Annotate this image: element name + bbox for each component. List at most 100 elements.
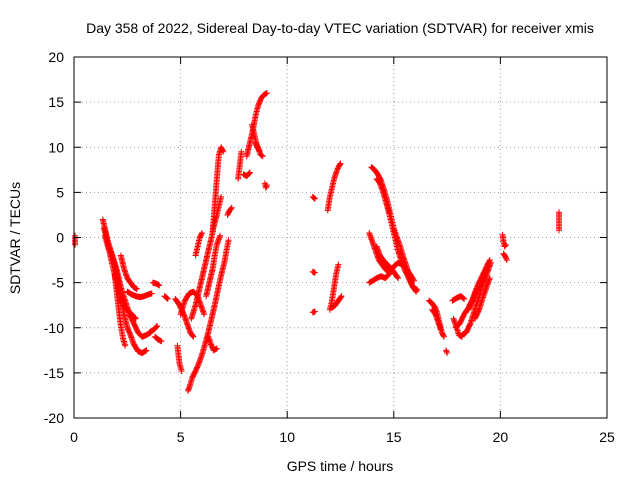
data-point (219, 147, 226, 154)
data-point (255, 146, 262, 153)
data-point (263, 183, 270, 190)
data-point (385, 268, 392, 275)
data-point (132, 315, 139, 322)
data-point (163, 294, 170, 301)
data-point (411, 277, 418, 284)
data-point (487, 259, 494, 266)
data-point (311, 269, 318, 276)
data-point (440, 333, 447, 340)
data-point (336, 161, 343, 168)
data-point (440, 332, 447, 339)
x-tick-label: 15 (386, 429, 402, 445)
data-point (258, 152, 265, 159)
data-point (156, 282, 163, 289)
data-point (198, 229, 205, 236)
data-point (311, 308, 318, 315)
y-tick-label: 20 (48, 49, 64, 65)
data-point (333, 169, 340, 176)
y-tick-label: 5 (56, 184, 64, 200)
x-tick-label: 20 (493, 429, 509, 445)
data-point (461, 295, 468, 302)
data-point (262, 184, 269, 191)
data-point (246, 169, 253, 176)
data-point (256, 147, 263, 154)
data-point (460, 295, 467, 302)
data-point (178, 368, 185, 375)
data-point (164, 295, 171, 302)
data-point (154, 322, 161, 329)
data-point (444, 350, 451, 357)
data-point (189, 332, 196, 339)
x-tick-label: 25 (599, 429, 615, 445)
x-tick-label: 5 (177, 429, 185, 445)
data-point (443, 347, 450, 354)
data-point (217, 232, 224, 239)
data-point (263, 182, 270, 189)
data-point (502, 241, 509, 248)
data-point (148, 290, 155, 297)
data-point (384, 268, 391, 275)
data-point (238, 148, 245, 155)
data-point (245, 170, 252, 177)
data-point (333, 168, 340, 175)
data-point (133, 285, 140, 292)
data-point (225, 237, 232, 244)
data-point (503, 257, 510, 264)
data-point (337, 160, 344, 167)
data-point (479, 275, 486, 282)
data-point (556, 227, 563, 234)
data-point (213, 345, 220, 352)
data-point (153, 323, 160, 330)
data-point (437, 326, 444, 333)
data-point (164, 295, 171, 302)
y-tick-label: -10 (44, 320, 64, 336)
chart-title: Day 358 of 2022, Sidereal Day-to-day VTE… (86, 20, 594, 36)
data-point (198, 231, 205, 238)
data-point (228, 205, 235, 212)
data-point (259, 153, 266, 160)
data-points (72, 90, 563, 394)
data-point (486, 257, 493, 264)
data-point (132, 314, 139, 321)
data-point (310, 194, 317, 201)
data-point (486, 275, 493, 282)
ticks: 0 5 10 15 20 25 20 15 10 5 0 -5 -10 -15 -20 (44, 49, 615, 445)
x-tick-label: 10 (279, 429, 295, 445)
y-tick-label: -15 (44, 365, 64, 381)
x-axis-label: GPS time / hours (287, 458, 394, 474)
data-point (190, 333, 197, 340)
data-point (335, 261, 342, 268)
x-tick-label: 0 (70, 429, 78, 445)
data-point (410, 276, 417, 283)
data-point (152, 324, 159, 331)
y-tick-label: 10 (48, 139, 64, 155)
y-tick-label: -5 (52, 275, 65, 291)
y-tick-label: 15 (48, 94, 64, 110)
plot-frame (73, 56, 608, 419)
data-point (337, 294, 344, 301)
data-point (334, 166, 341, 173)
data-point (72, 241, 79, 248)
data-point (122, 342, 129, 349)
y-tick-label: 0 (56, 230, 64, 246)
data-point (311, 195, 318, 202)
data-point (246, 170, 253, 177)
data-point (338, 293, 345, 300)
data-point (228, 204, 235, 211)
data-point (158, 338, 165, 345)
data-point (220, 148, 227, 155)
data-point (384, 267, 391, 274)
grid (74, 57, 607, 418)
data-point (311, 195, 318, 202)
data-point (263, 90, 270, 97)
data-point (443, 348, 450, 355)
data-point (394, 274, 401, 281)
y-axis-label: SDTVAR / TECUs (7, 182, 23, 294)
data-point (503, 255, 510, 262)
data-point (218, 193, 225, 200)
data-point (414, 286, 421, 293)
data-point (395, 275, 402, 282)
y-tick-label: -20 (44, 410, 64, 426)
data-point (502, 254, 509, 261)
